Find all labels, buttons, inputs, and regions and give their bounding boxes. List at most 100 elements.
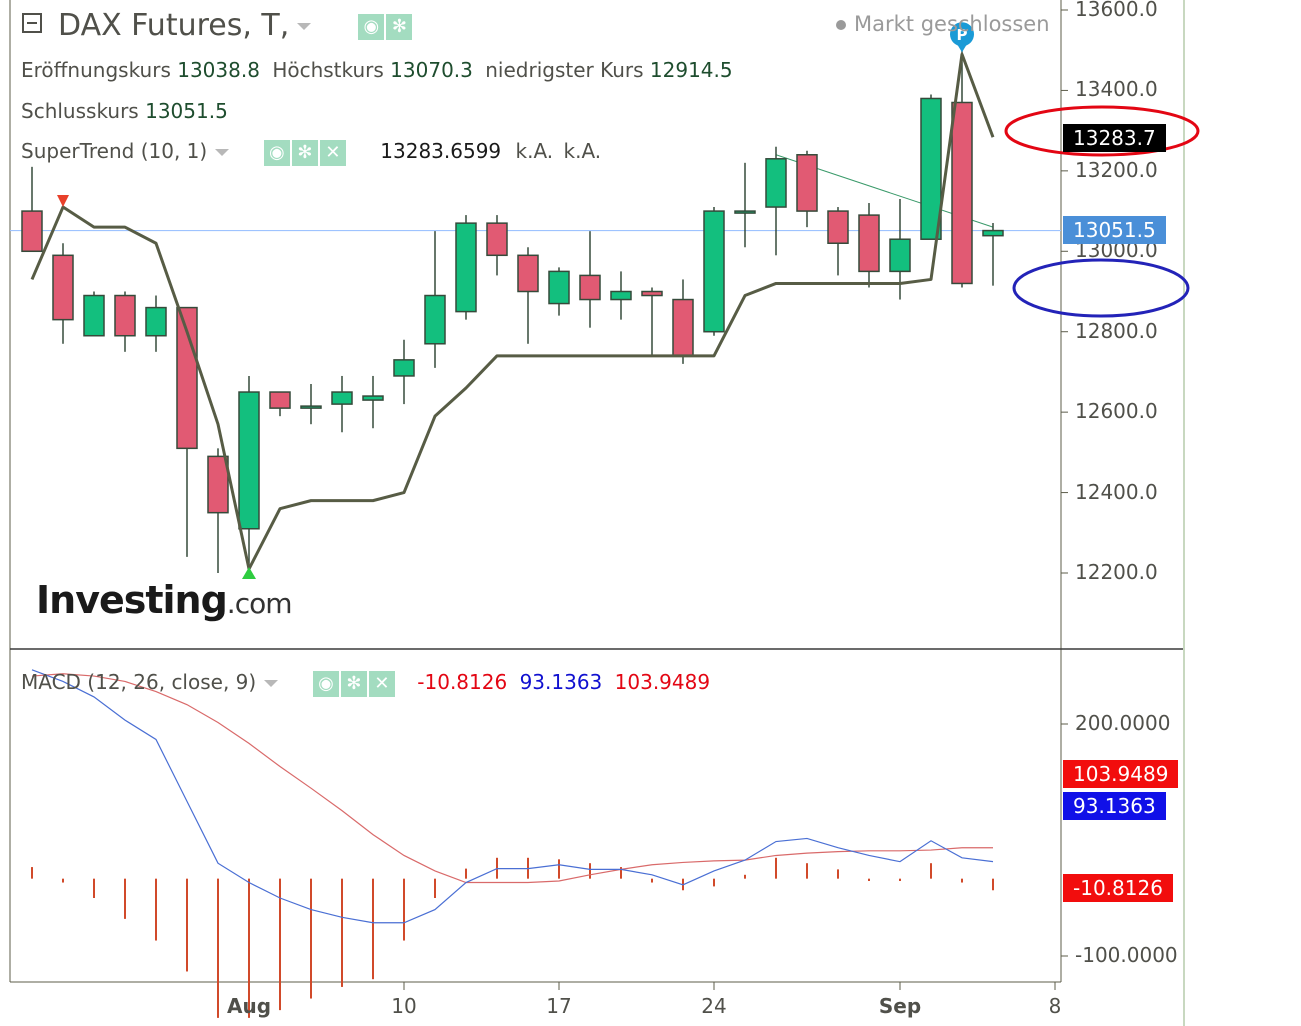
candle-body <box>889 238 911 273</box>
candle <box>796 150 818 228</box>
macd-badge: 93.1363 <box>1063 792 1166 820</box>
candle-body <box>765 158 787 208</box>
gear-icon[interactable]: ✻ <box>340 670 367 697</box>
candle <box>145 295 167 352</box>
chevron-down-icon[interactable] <box>297 23 312 30</box>
current-price-badge: 13051.5 <box>1063 216 1166 244</box>
logo-name: Investing <box>36 578 228 622</box>
candle <box>486 215 508 276</box>
candle-body <box>424 294 446 345</box>
close-icon[interactable]: ✕ <box>319 139 346 166</box>
time-axis-label: 10 <box>391 994 417 1018</box>
low-value: 12914.5 <box>649 58 733 82</box>
candle <box>703 207 725 336</box>
candle <box>920 94 942 240</box>
signal-badge: 103.9489 <box>1063 760 1179 788</box>
candle-body <box>641 290 663 297</box>
macd-value: 93.1363 <box>519 670 603 694</box>
market-status-text: Markt geschlossen <box>854 12 1050 36</box>
candle-body <box>548 270 570 305</box>
macd-label: MACD (12, 26, close, 9) <box>21 670 257 694</box>
candle-body <box>920 97 942 240</box>
candle-body <box>982 229 1004 237</box>
candle <box>300 383 322 425</box>
price-axis-label: 12200.0 <box>1075 560 1158 584</box>
eye-icon[interactable]: ◉ <box>358 13 385 40</box>
supertrend-path <box>30 52 995 571</box>
candle-body <box>83 294 105 337</box>
gear-icon[interactable]: ✻ <box>291 139 318 166</box>
supertrend-value: 13283.6599 <box>380 139 502 163</box>
close-icon[interactable]: ✕ <box>368 670 395 697</box>
candle <box>207 448 229 573</box>
close-value: 13051.5 <box>145 99 228 123</box>
candle-body <box>362 395 384 401</box>
candle <box>951 50 973 288</box>
chevron-down-icon[interactable] <box>264 680 279 687</box>
candle <box>641 287 663 356</box>
candle-body <box>331 391 353 405</box>
chart-frame <box>9 0 1185 1026</box>
candle-body <box>393 359 415 377</box>
chevron-down-icon[interactable] <box>215 149 230 156</box>
candle <box>517 247 539 344</box>
price-axis-label: 12800.0 <box>1075 318 1158 343</box>
candle-body <box>207 455 229 514</box>
eye-icon[interactable]: ◉ <box>263 139 290 166</box>
candle <box>362 375 384 429</box>
symbol-title[interactable]: DAX Futures, T, ◉ ✻ <box>58 8 414 43</box>
candle-body <box>486 222 508 257</box>
collapse-legend-button[interactable] <box>22 13 42 33</box>
candle <box>734 162 756 248</box>
candle <box>269 391 291 417</box>
pin-marker-label: P <box>957 26 968 44</box>
candle-body <box>951 101 973 285</box>
signal-line <box>31 673 993 884</box>
macd-hist-value: -10.8126 <box>417 670 508 694</box>
candle-body <box>269 391 291 409</box>
supertrend-label: SuperTrend (10, 1) <box>21 139 208 163</box>
candle-body <box>52 254 74 321</box>
sell-arrow-icon <box>57 195 69 208</box>
candle-body <box>114 294 136 337</box>
candlestick-series <box>21 50 1004 573</box>
macd-legend[interactable]: MACD (12, 26, close, 9) ◉ ✻ ✕ -10.8126 93.… <box>21 670 710 697</box>
high-value: 13070.3 <box>390 58 473 82</box>
candle-body <box>145 306 167 337</box>
candle-body <box>300 405 322 409</box>
time-axis-label: Sep <box>878 994 922 1018</box>
candle <box>83 291 105 337</box>
candle-body <box>21 210 43 253</box>
candle <box>176 306 198 557</box>
annotations[interactable]: P <box>57 22 1200 579</box>
eye-icon[interactable]: ◉ <box>312 670 339 697</box>
candle <box>579 231 601 328</box>
supertrend-na-1: k.A. <box>515 139 554 163</box>
price-axis-label: 13200.0 <box>1075 157 1158 182</box>
macd-axis-label: -100.0000 <box>1075 943 1178 967</box>
candle-body <box>858 214 880 273</box>
close-row: Schlusskurs 13051.5 <box>21 99 228 123</box>
candle <box>672 279 694 364</box>
candle <box>21 166 43 253</box>
pin-marker-circle <box>950 22 974 47</box>
candle <box>455 215 477 320</box>
price-axis-label: 12600.0 <box>1075 399 1158 424</box>
macd-pane <box>31 669 994 1018</box>
gear-icon[interactable]: ✻ <box>386 13 413 40</box>
candle <box>765 146 787 256</box>
logo-domain: .com <box>226 587 293 620</box>
buy-arrow-icon <box>242 566 256 579</box>
candle <box>393 339 415 405</box>
candle <box>610 271 632 320</box>
candle <box>331 375 353 433</box>
open-value: 13038.8 <box>177 58 260 82</box>
supertrend-legend[interactable]: SuperTrend (10, 1) ◉ ✻ ✕ 13283.6599 k.A. k… <box>21 139 601 166</box>
blue-circle-highlight <box>1012 258 1190 318</box>
candle <box>114 291 136 352</box>
price-axis-label: 13600.0 <box>1075 0 1158 21</box>
red-circle-highlight <box>1004 105 1200 157</box>
candle <box>982 223 1004 286</box>
macd-line <box>31 669 994 924</box>
